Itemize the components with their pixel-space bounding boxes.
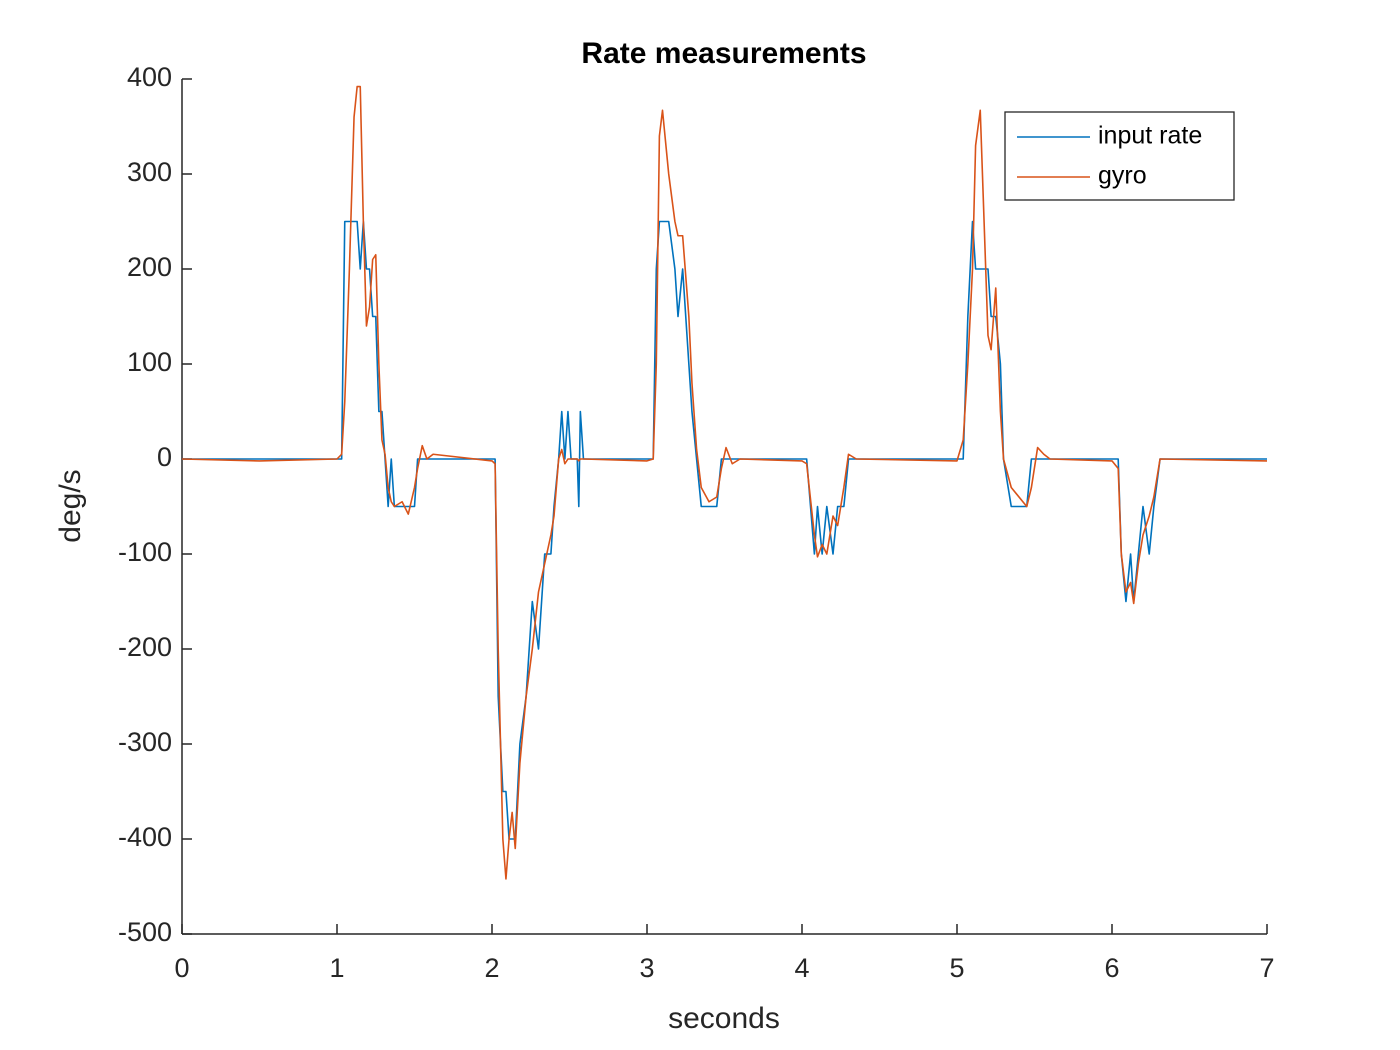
y-tick-label: 100 xyxy=(127,347,172,377)
series-line xyxy=(181,85,1268,880)
y-tick-label: 0 xyxy=(157,442,172,472)
x-tick-label: 5 xyxy=(949,953,964,983)
x-tick-label: 4 xyxy=(794,953,809,983)
x-tick-label: 0 xyxy=(174,953,189,983)
legend-label: input rate xyxy=(1098,122,1202,150)
series-line xyxy=(182,220,1267,840)
x-tick-label: 7 xyxy=(1259,953,1274,983)
legend-label: gyro xyxy=(1098,162,1147,190)
y-tick-label: -200 xyxy=(118,632,172,662)
y-tick-label: 400 xyxy=(127,62,172,92)
x-tick-label: 6 xyxy=(1104,953,1119,983)
y-tick-label: -300 xyxy=(118,727,172,757)
y-tick-label: -500 xyxy=(118,917,172,947)
y-tick-label: 200 xyxy=(127,252,172,282)
x-tick-label: 3 xyxy=(639,953,654,983)
y-axis-label: deg/s xyxy=(54,469,87,542)
y-tick-label: 300 xyxy=(127,157,172,187)
x-tick-label: 2 xyxy=(484,953,499,983)
x-tick-label: 1 xyxy=(329,953,344,983)
y-tick-label: -100 xyxy=(118,537,172,567)
x-axis-label: seconds xyxy=(668,1002,780,1035)
y-tick-label: -400 xyxy=(118,822,172,852)
legend-box xyxy=(1004,111,1235,201)
chart-title: Rate measurements xyxy=(581,37,866,70)
